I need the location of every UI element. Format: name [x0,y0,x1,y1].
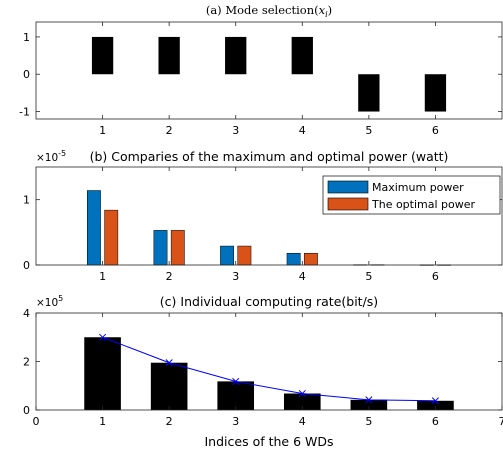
panel-b-x-tick-label: 2 [166,270,173,283]
panel-b-exponent: ×10-5 [36,149,66,164]
panel-b-x-tick-label: 3 [232,270,239,283]
legend-label-optimal-power: The optimal power [371,198,476,211]
panel-a-x-tick-label: 1 [99,124,106,137]
panel-a-bar-2 [158,37,179,74]
panel-a-y-tick-label: 0 [23,68,30,81]
panel-b-legend: Maximum power The optimal power [323,176,500,214]
panel-b-bar-maximum-1 [87,191,100,265]
panel-c-x-tick-label: 2 [166,415,173,428]
panel-a-bar-4 [292,37,313,74]
panel-b-title: (b) Comparies of the maximum and optimal… [90,149,449,164]
panel-a-bar-3 [225,37,246,74]
panel-a-x-tick-label: 3 [232,124,239,137]
panel-a-y-tick-label: 1 [23,31,30,44]
panel-a-bar-5 [358,74,379,111]
panel-b-power-comparison: (b) Comparies of the maximum and optimal… [23,149,502,283]
panel-a-bar-1 [92,37,113,74]
panel-c-y-tick-label: 0 [23,404,30,417]
panel-a-title: (a) Mode selection(xi) [206,3,332,19]
panel-b-x-tick-label: 5 [365,270,372,283]
panel-a-y-tick-label: -1 [19,106,30,119]
panel-c-bar-1 [84,337,121,410]
panel-a-x-tick-label: 2 [166,124,173,137]
panel-c-exponent: ×105 [36,294,63,309]
panel-c-x-tick-label: 3 [232,415,239,428]
panel-c-bar-3 [217,381,254,410]
panel-c-x-tick-label: 0 [33,415,40,428]
panel-a-x-tick-label: 6 [432,124,439,137]
panel-c-x-tick-label: 4 [299,415,306,428]
legend-swatch-optimal-power [328,198,368,210]
panel-b-bar-maximum-3 [220,246,233,265]
panel-b-bar-maximum-2 [154,230,167,265]
panel-b-bar-optimal-2 [171,230,184,265]
x-axis-label: Indices of the 6 WDs [205,434,334,449]
panel-a-bar-6 [425,74,446,111]
panel-a-x-tick-label: 4 [299,124,306,137]
panel-c-computing-rate: (c) Individual computing rate(bit/s) ×10… [23,294,503,449]
panel-b-y-tick-label: 1 [23,194,30,207]
panel-c-bars [84,337,453,410]
panel-b-bar-maximum-4 [287,253,300,265]
panel-c-y-tick-label: 2 [23,356,30,369]
panel-c-title: (c) Individual computing rate(bit/s) [160,294,378,309]
panel-a-mode-selection: (a) Mode selection(xi) -1 0 1 1 2 3 4 5 6 [19,3,502,137]
panel-c-line [99,334,438,404]
panel-b-y-tick-label: 0 [23,259,30,272]
panel-c-x-tick-label: 7 [499,415,503,428]
panel-c-x-tick-label: 1 [99,415,106,428]
panel-a-x-tick-label: 5 [365,124,372,137]
panel-c-bar-2 [151,363,188,410]
panel-b-bar-optimal-3 [238,246,251,265]
panel-a-bars [92,37,446,112]
panel-c-y-tick-label: 4 [23,307,30,320]
panel-c-x-tick-label: 6 [432,415,439,428]
panel-b-bar-optimal-4 [304,253,317,265]
panel-b-x-tick-label: 6 [432,270,439,283]
panel-b-x-tick-label: 1 [99,270,106,283]
panel-a-x-ticks: 1 2 3 4 5 6 [99,22,439,137]
legend-label-maximum-power: Maximum power [372,181,464,194]
panel-b-x-tick-label: 4 [299,270,306,283]
legend-swatch-maximum-power [328,181,368,193]
panel-b-bar-optimal-1 [105,210,118,265]
panel-c-x-tick-label: 5 [365,415,372,428]
